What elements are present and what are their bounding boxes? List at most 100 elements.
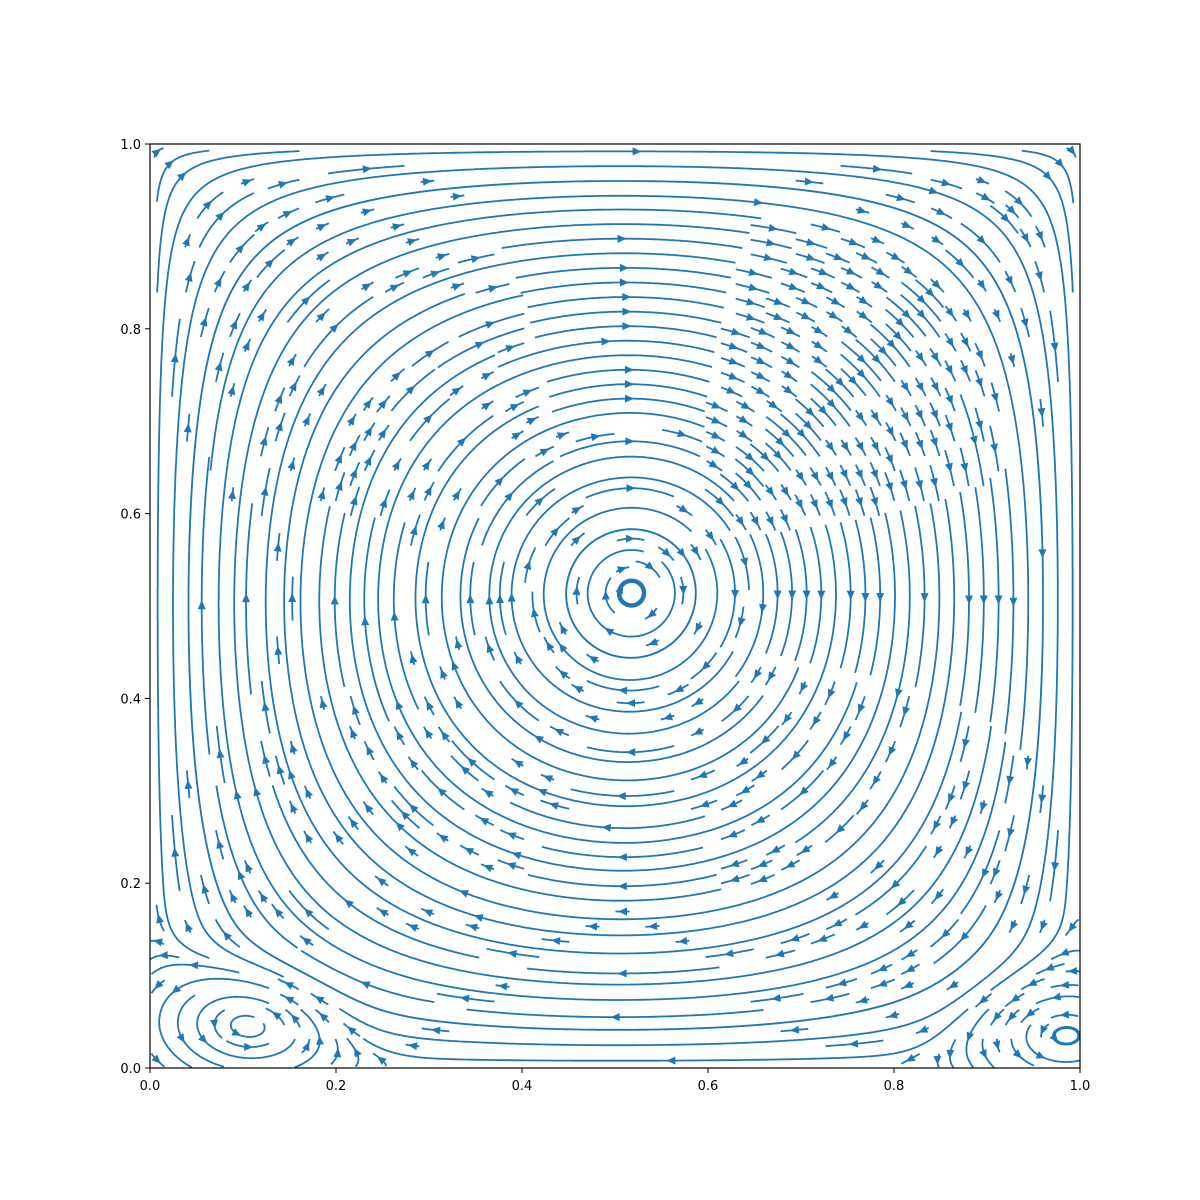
flow-arrow [1038,794,1047,804]
flow-arrow [151,1054,161,1064]
flow-arrow [845,267,856,275]
flow-arrow [845,282,856,290]
flow-arrow [663,712,673,721]
flow-arrow [182,236,190,247]
flow-arrow [466,594,475,604]
flow-arrow [261,701,270,712]
flow-arrow [438,834,449,843]
flow-arrow [610,1013,620,1022]
flow-arrow [259,436,268,446]
flow-arrow [708,459,719,469]
flow-arrow [431,1026,441,1035]
flow-arrow [813,340,824,350]
flow-arrow [201,884,210,894]
flow-arrow [213,277,222,288]
flow-arrow [677,429,687,438]
flow-arrow [783,370,794,379]
flow-arrow [284,982,295,990]
streamline [283,293,956,937]
flow-arrow [274,645,283,655]
flow-arrow [828,758,838,768]
flow-arrow [391,371,401,381]
flow-arrow [800,296,811,305]
flow-arrow [848,1039,859,1048]
flow-arrow [897,896,907,906]
flow-arrow [896,193,906,202]
flow-arrow [210,1019,219,1029]
flow-arrow [788,590,797,600]
flow-arrow [858,310,868,320]
flow-arrow [839,497,848,507]
flow-arrow [724,949,734,958]
flow-arrow [400,810,411,821]
flow-arrow [899,479,908,490]
flow-arrow [755,371,766,380]
flow-arrow [803,420,813,430]
flow-arrow [905,949,916,958]
flow-arrow [459,994,470,1003]
flow-arrow [745,466,755,476]
flow-arrow [791,750,801,760]
y-axis: 0.0 0.2 0.4 0.6 0.8 1.0 [120,138,150,1077]
flow-arrow [617,853,627,862]
flow-arrow [825,499,833,509]
flow-arrow [622,322,632,331]
flow-arrow [274,907,284,918]
flow-arrow [886,339,896,349]
y-tick-label: 0.0 [120,1062,141,1077]
flow-arrow [409,525,418,536]
flow-arrow [800,311,811,320]
flow-arrow [771,993,781,1002]
flow-arrow [451,660,460,671]
flow-arrow [738,415,749,424]
y-tick-label: 0.2 [120,877,141,892]
flow-arrow [405,385,415,395]
flow-arrow [330,595,339,605]
flow-arrow [905,1053,916,1062]
flow-arrow [690,545,699,556]
flow-arrow [437,253,447,261]
flow-arrow [624,380,634,389]
flow-arrow [728,357,739,365]
flow-arrow [744,452,755,462]
flow-arrow [945,422,953,433]
flow-arrow [509,403,520,412]
flow-arrow [1010,993,1021,1003]
flow-arrow [604,627,615,637]
flow-arrow [876,593,885,603]
flow-arrow [362,165,372,174]
flow-arrow [1035,271,1043,281]
flow-arrow [930,352,939,362]
flow-arrow [855,496,863,507]
flow-arrow [511,432,522,441]
flow-arrow [537,788,548,797]
flow-arrow [785,341,796,350]
flow-arrow [888,746,897,756]
flow-arrow [350,728,358,739]
flow-arrow [619,278,629,287]
flow-arrow [505,345,516,353]
flow-arrow [1024,757,1032,767]
flow-arrow [945,307,954,318]
flow-arrow [780,486,789,497]
flow-arrow [835,377,845,387]
flow-arrow [275,421,283,432]
flow-arrow [286,238,297,247]
flow-arrow [843,325,853,335]
flow-arrow [858,995,868,1004]
flow-arrow [946,1049,955,1059]
flow-arrow [301,937,312,946]
flow-arrow [289,743,298,754]
flow-arrow [154,979,164,990]
flow-arrow [931,235,942,244]
flow-arrow [1035,1051,1046,1059]
flow-arrow [871,354,881,364]
flow-arrow [260,486,269,497]
flow-arrow [560,624,569,635]
flow-arrow [804,177,814,186]
flow-arrow [890,252,901,261]
flow-arrow [930,381,939,392]
flow-arrow [1009,597,1018,607]
flow-arrow [763,253,774,262]
flow-arrow [509,788,520,796]
